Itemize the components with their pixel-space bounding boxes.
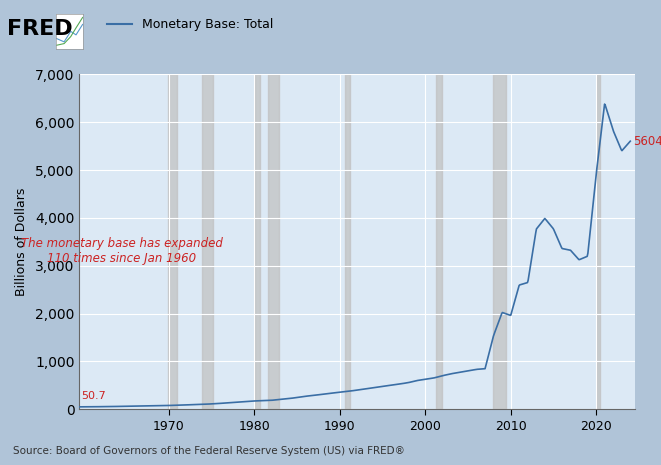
Bar: [255, 74, 260, 409]
Bar: [436, 74, 442, 409]
Bar: [492, 74, 506, 409]
Bar: [168, 74, 176, 409]
Legend: Monetary Base: Total: Monetary Base: Total: [102, 13, 278, 36]
Text: FRED: FRED: [7, 19, 72, 39]
Bar: [202, 74, 214, 409]
Bar: [597, 74, 600, 409]
Text: Source: Board of Governors of the Federal Reserve System (US) via FRED®: Source: Board of Governors of the Federa…: [13, 445, 405, 456]
Y-axis label: Billions of Dollars: Billions of Dollars: [15, 187, 28, 296]
Text: The monetary base has expanded
110 times since Jan 1960: The monetary base has expanded 110 times…: [21, 237, 223, 266]
Text: 50.7: 50.7: [81, 391, 106, 400]
Bar: [345, 74, 350, 409]
Text: 5604: 5604: [633, 135, 661, 148]
Bar: [268, 74, 279, 409]
